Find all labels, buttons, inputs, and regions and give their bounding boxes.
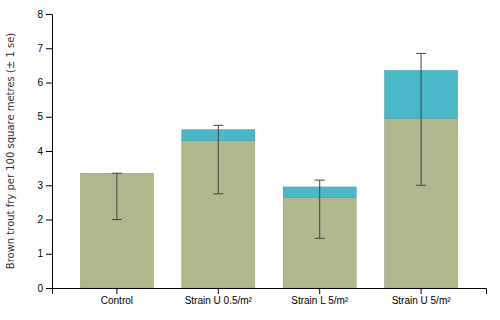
tick-mark bbox=[46, 117, 52, 118]
tick-label: 3 bbox=[37, 180, 43, 191]
tick-mark bbox=[46, 288, 52, 289]
axis-line bbox=[46, 15, 53, 289]
tick-label: 8 bbox=[37, 9, 43, 20]
tick: Strain U 0.5/m² bbox=[185, 288, 253, 306]
error-cap bbox=[112, 219, 122, 220]
tick-mark bbox=[319, 288, 320, 294]
tick: Strain U 5/m² bbox=[392, 288, 452, 306]
tick-mark bbox=[116, 288, 117, 294]
error-bar bbox=[218, 125, 219, 194]
tick-label: Strain L 5/m² bbox=[291, 295, 349, 306]
y-axis: 0 1 2 3 4 5 6 7 8 bbox=[37, 9, 52, 294]
tick-mark bbox=[46, 151, 52, 152]
tick: 1 bbox=[37, 248, 52, 259]
tick-mark bbox=[46, 48, 52, 49]
error-cap bbox=[416, 53, 426, 54]
error-bar bbox=[319, 180, 320, 238]
tick: 4 bbox=[37, 146, 52, 157]
axis-line bbox=[53, 289, 487, 295]
tick: 7 bbox=[37, 43, 52, 54]
bar bbox=[80, 173, 153, 288]
tick-label: 1 bbox=[37, 248, 43, 259]
tick-label: 4 bbox=[37, 146, 43, 157]
error-cap bbox=[213, 125, 223, 126]
error-cap bbox=[315, 180, 325, 181]
x-axis: Control Strain U 0.5/m² Strain L 5/m² Strai… bbox=[53, 288, 487, 306]
error-bar bbox=[116, 173, 117, 219]
tick: 3 bbox=[37, 180, 52, 191]
tick-mark bbox=[46, 14, 52, 15]
tick: 0 bbox=[37, 283, 52, 294]
tick-mark bbox=[46, 83, 52, 84]
tick-label: 0 bbox=[37, 283, 43, 294]
tick-mark bbox=[421, 288, 422, 294]
bar bbox=[80, 173, 153, 174]
tick-mark bbox=[46, 220, 52, 221]
tick: 6 bbox=[37, 77, 52, 88]
error-cap bbox=[112, 173, 122, 174]
tick-label: Strain U 5/m² bbox=[392, 295, 452, 306]
error-bars bbox=[112, 53, 426, 238]
tick-mark bbox=[46, 185, 52, 186]
tick: Control bbox=[101, 288, 133, 306]
tick-mark bbox=[46, 254, 52, 255]
tick-label: 2 bbox=[37, 214, 43, 225]
axis-title: Brown trout fry per 100 square metres (±… bbox=[5, 33, 16, 270]
tick-label: 7 bbox=[37, 43, 43, 54]
tick-label: Strain U 0.5/m² bbox=[185, 295, 253, 306]
tick-label: 5 bbox=[37, 111, 43, 122]
bar-series bbox=[182, 71, 458, 198]
error-cap bbox=[315, 238, 325, 239]
error-cap bbox=[213, 193, 223, 194]
chart: Control Strain U 0.5/m² Strain L 5/m² Strai… bbox=[0, 0, 500, 320]
tick: 8 bbox=[37, 9, 52, 20]
tick: 5 bbox=[37, 111, 52, 122]
tick-mark bbox=[218, 288, 219, 294]
plot-area bbox=[80, 53, 457, 288]
bar-series bbox=[80, 118, 457, 288]
tick-label: Control bbox=[101, 295, 133, 306]
tick: 2 bbox=[37, 214, 52, 225]
error-cap bbox=[416, 185, 426, 186]
tick: Strain L 5/m² bbox=[291, 288, 349, 306]
tick-label: 6 bbox=[37, 77, 43, 88]
error-bar bbox=[421, 53, 422, 185]
